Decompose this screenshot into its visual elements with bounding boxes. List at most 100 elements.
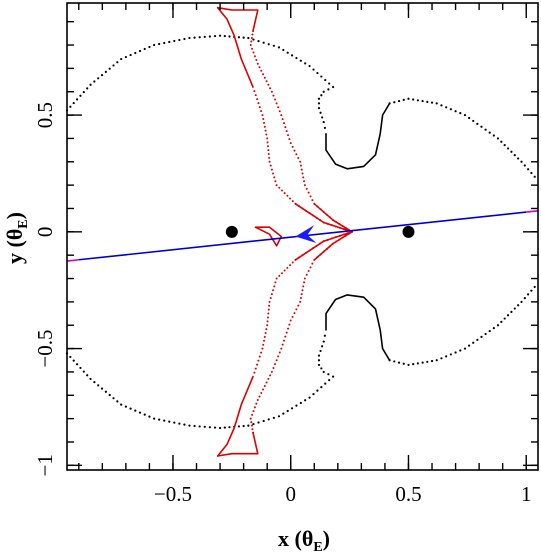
critical-curve-upper-outer-dot <box>327 88 330 91</box>
caustic-upper-body-dot <box>267 83 270 86</box>
critical-curve-upper-tail-dot <box>530 171 533 175</box>
caustic-lower-body-dot <box>263 384 266 387</box>
critical-curve-upper-outer-dot <box>299 59 302 62</box>
critical-curve-upper-outer-dot <box>272 44 275 47</box>
critical-curve-lower-outer-dot <box>188 424 191 427</box>
critical-curve-lower-outer-dot <box>322 340 325 343</box>
caustic-upper-body-dot <box>254 94 257 97</box>
critical-curve-lower-outer-dot <box>79 366 82 370</box>
critical-curve-lower-outer-dot <box>317 363 321 367</box>
caustic-upper-body-dot <box>250 37 253 40</box>
critical-curve-lower-tail-dot <box>426 360 429 363</box>
caustic-lower-body-dot <box>265 328 268 331</box>
critical-curve-upper-outer-dot <box>188 36 191 40</box>
caustic-lower-body-dot <box>303 281 306 284</box>
caustic-upper-body-dot <box>289 142 292 145</box>
caustic-upper-body-dot <box>280 114 283 117</box>
critical-curve-lower-tail-dot <box>402 362 405 365</box>
critical-curve-upper-tail-dot <box>472 119 475 123</box>
caustic-lower-body-dot <box>291 315 294 318</box>
caustic-lower-body-dot <box>266 324 269 327</box>
critical-curve-lower-outer-dot <box>312 393 315 396</box>
caustic-upper-body-dot <box>267 152 270 155</box>
critical-curve-lower-outer-dot <box>267 418 270 421</box>
lens-2 <box>402 225 415 238</box>
caustic-lower-body-dot <box>297 304 300 307</box>
critical-curve-upper-outer-dot <box>198 36 201 39</box>
caustic-upper-body-dot <box>275 102 278 105</box>
critical-curve-upper-outer-dot <box>332 85 335 89</box>
caustic-lower-body-dot <box>301 289 304 292</box>
caustic-lower-body-dot <box>270 370 273 373</box>
caustic-lower-body-dot <box>264 332 267 335</box>
critical-curve-lower-outer-dot <box>317 359 321 362</box>
caustic-upper-body-dot <box>262 117 265 120</box>
caustic-upper-body-dot <box>285 130 288 133</box>
critical-curve-lower-outer-dot <box>183 423 186 426</box>
critical-curve-upper-outer-dot <box>89 83 92 86</box>
critical-curve-lower-tail-dot <box>430 359 434 363</box>
caustic-lower-body-dot <box>268 304 271 307</box>
caustic-lower-body-dot <box>267 312 270 315</box>
critical-curve-lower-outer-dot <box>112 397 115 400</box>
critical-curve-lower-tail-dot <box>480 335 483 339</box>
critical-curve-upper-tail-dot <box>402 98 405 102</box>
critical-curve-upper-outer-dot <box>218 34 222 37</box>
caustic-upper-body-dot <box>280 189 283 192</box>
critical-curve-upper-tail-dot <box>492 134 495 137</box>
caustic-lower-body-dot <box>307 270 310 273</box>
critical-curve-upper-tail-dot <box>476 122 479 125</box>
caustic-lower-body-dot <box>258 395 261 398</box>
critical-curve-upper-outer-dot <box>320 94 323 97</box>
critical-curve-upper-outer-dot <box>100 73 104 77</box>
critical-curve-lower-outer-dot <box>97 384 100 387</box>
critical-curve-upper-outer-dot <box>319 111 322 114</box>
critical-curve-lower-outer-dot <box>116 400 119 403</box>
caustic-lower-body-dot <box>252 410 255 413</box>
caustic-upper-body-dot <box>286 194 289 197</box>
critical-curve-lower-outer-dot <box>86 374 89 377</box>
critical-curve-upper-outer-dot <box>223 34 226 38</box>
critical-curve-lower-tail-dot <box>472 341 475 344</box>
critical-curve-upper-outer-dot <box>317 106 321 110</box>
caustic-upper-body-dot <box>270 90 273 93</box>
caustic-upper-cusp <box>216 6 259 32</box>
caustic-lower-body-dot <box>266 320 269 323</box>
critical-curve-upper-tail-dot <box>500 140 503 143</box>
critical-curve-upper-tail-dot <box>388 102 391 105</box>
critical-curve-lower-tail-dot <box>393 360 396 363</box>
critical-curve-upper-tail-dot <box>416 99 419 102</box>
caustic-lower-body-dot <box>269 374 272 377</box>
ticks-layer <box>67 3 538 470</box>
critical-curve-upper-tail-dot <box>527 168 530 171</box>
caustic-upper-body-dot <box>251 33 254 36</box>
caustic-upper-body-dot <box>263 125 266 128</box>
critical-curve-lower-tail-dot <box>510 310 513 313</box>
caustic-lower-body-dot <box>263 335 266 338</box>
caustic-lower-body-dot <box>280 272 283 275</box>
critical-curve-lower-outer-dot <box>134 409 137 412</box>
caustic-left-cusp <box>254 226 283 247</box>
critical-curve-lower-outer-dot <box>89 377 92 381</box>
critical-curve-lower-tail-dot <box>435 359 438 362</box>
critical-curve-lower-tail-dot <box>440 357 443 360</box>
curves-layer <box>65 6 536 457</box>
caustic-upper-body-dot <box>274 180 277 183</box>
caustic-upper-body-dot <box>253 55 256 58</box>
critical-curve-upper-tail-dot <box>440 104 443 107</box>
y-tick-label: −1 <box>33 454 57 476</box>
critical-curve-upper-outer <box>65 34 335 130</box>
critical-curve-lower-outer-dot <box>247 424 250 427</box>
caustic-lower-body-dot <box>293 312 296 315</box>
critical-curve-upper-tail-dot <box>506 147 510 150</box>
caustic-upper-body-dot <box>255 58 258 61</box>
critical-curve-upper-outer-dot <box>237 36 241 39</box>
critical-curve-upper-outer-dot <box>242 36 245 39</box>
critical-curve-lower-tail-dot <box>527 293 530 296</box>
critical-curve-lower-outer-dot <box>252 422 255 426</box>
caustic-lower-body-dot <box>300 293 303 296</box>
critical-curve-lower-outer-dot <box>193 424 196 428</box>
critical-curve-upper-outer-dot <box>75 98 79 101</box>
